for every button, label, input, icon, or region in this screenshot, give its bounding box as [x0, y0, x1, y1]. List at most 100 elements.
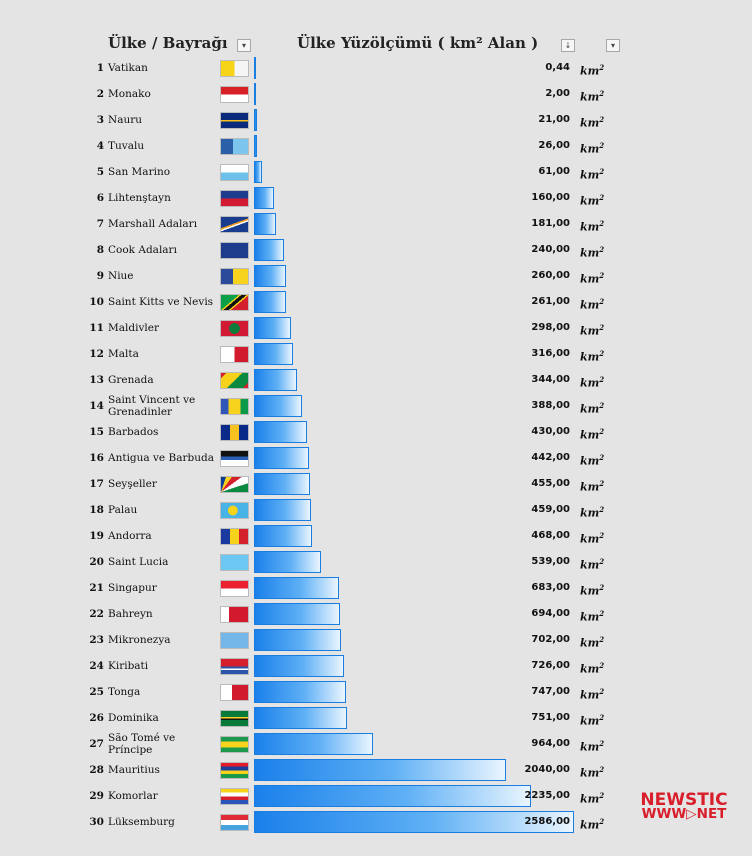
- unit-label: km2: [580, 601, 604, 627]
- rank-label: 14: [89, 400, 104, 412]
- unit-label: km2: [580, 445, 604, 471]
- country-label: Palau: [108, 504, 138, 516]
- singapore-flag: [220, 580, 249, 597]
- country-label: Kiribati: [108, 660, 149, 672]
- country-filter-dropdown-icon[interactable]: ▾: [237, 39, 251, 52]
- unit-exponent: 2: [599, 713, 605, 722]
- unit-base: km: [580, 428, 600, 442]
- bar: [254, 343, 294, 365]
- unit-label: km2: [580, 471, 604, 497]
- chart-row: 8 Cook Adaları 240,00 km2: [0, 237, 752, 263]
- chart-row: 14 Saint Vincent ve Grenadinler 388,00 km2: [0, 393, 752, 419]
- bar: [254, 525, 312, 547]
- bar: [254, 187, 274, 209]
- liechtenstein-flag: [220, 190, 249, 207]
- country-label: Grenada: [108, 374, 154, 386]
- bar: [254, 629, 341, 651]
- chart-row: 22 Bahreyn 694,00 km2: [0, 601, 752, 627]
- rank-label: 10: [89, 296, 104, 308]
- chart-row: 15 Barbados 430,00 km2: [0, 419, 752, 445]
- value-label: 0,44: [545, 62, 570, 73]
- chart-row: 20 Saint Lucia 539,00 km2: [0, 549, 752, 575]
- unit-label: km2: [580, 315, 604, 341]
- unit-base: km: [580, 142, 600, 156]
- unit-exponent: 2: [599, 635, 605, 644]
- monaco-flag: [220, 86, 249, 103]
- bar: [254, 811, 574, 833]
- country-label: Vatikan: [108, 62, 148, 74]
- newstic-logo: NEWSTIC WWW▷NET: [640, 790, 728, 822]
- rank-label: 5: [96, 166, 104, 178]
- country-label: Komorlar: [108, 790, 158, 802]
- rank-label: 24: [89, 660, 104, 672]
- unit-base: km: [580, 532, 600, 546]
- value-label: 61,00: [538, 166, 570, 177]
- unit-base: km: [580, 246, 600, 260]
- country-label: Andorra: [108, 530, 152, 542]
- rank-label: 19: [89, 530, 104, 542]
- unit-label: km2: [580, 809, 604, 835]
- bar: [254, 499, 311, 521]
- bar: [254, 109, 257, 131]
- value-label: 539,00: [531, 556, 570, 567]
- bar: [254, 135, 258, 157]
- value-label: 683,00: [531, 582, 570, 593]
- unit-exponent: 2: [599, 89, 605, 98]
- unit-base: km: [580, 792, 600, 806]
- unit-label: km2: [580, 237, 604, 263]
- unit-exponent: 2: [599, 271, 605, 280]
- unit-base: km: [580, 818, 600, 832]
- chart-row: 26 Dominika 751,00 km2: [0, 705, 752, 731]
- chart-row: 19 Andorra 468,00 km2: [0, 523, 752, 549]
- unit-base: km: [580, 454, 600, 468]
- unit-exponent: 2: [599, 479, 605, 488]
- value-label: 160,00: [531, 192, 570, 203]
- unit-filter-dropdown-icon[interactable]: ▾: [606, 39, 620, 52]
- unit-exponent: 2: [599, 401, 605, 410]
- country-label: Maldivler: [108, 322, 159, 334]
- rank-label: 1: [96, 62, 104, 74]
- rank-label: 7: [96, 218, 104, 230]
- unit-base: km: [580, 584, 600, 598]
- unit-label: km2: [580, 523, 604, 549]
- rank-label: 30: [89, 816, 104, 828]
- value-label: 388,00: [531, 400, 570, 411]
- country-label: Seyşeller: [108, 478, 157, 490]
- unit-exponent: 2: [599, 817, 605, 826]
- bar: [254, 681, 347, 703]
- rank-label: 21: [89, 582, 104, 594]
- bar: [254, 655, 344, 677]
- rank-label: 3: [96, 114, 104, 126]
- bar: [254, 265, 287, 287]
- unit-label: km2: [580, 81, 604, 107]
- country-label: Barbados: [108, 426, 159, 438]
- rank-label: 4: [96, 140, 104, 152]
- palau-flag: [220, 502, 249, 519]
- country-label: Malta: [108, 348, 139, 360]
- country-label: Lihtenştayn: [108, 192, 171, 204]
- value-label: 751,00: [531, 712, 570, 723]
- rank-label: 22: [89, 608, 104, 620]
- chart-row: 5 San Marino 61,00 km2: [0, 159, 752, 185]
- unit-exponent: 2: [599, 583, 605, 592]
- country-label: Bahreyn: [108, 608, 153, 620]
- chart-row: 18 Palau 459,00 km2: [0, 497, 752, 523]
- unit-label: km2: [580, 159, 604, 185]
- bar: [254, 57, 256, 79]
- rank-label: 28: [89, 764, 104, 776]
- unit-exponent: 2: [599, 115, 605, 124]
- unit-base: km: [580, 272, 600, 286]
- chart-row: 1 Vatikan 0,44 km2: [0, 55, 752, 81]
- bar: [254, 603, 340, 625]
- bahrain-flag: [220, 606, 249, 623]
- country-label: Saint Vincent ve Grenadinler: [108, 394, 196, 418]
- value-label: 2,00: [545, 88, 570, 99]
- area-sort-icon[interactable]: ↓: [561, 39, 575, 52]
- value-label: 964,00: [531, 738, 570, 749]
- unit-exponent: 2: [599, 687, 605, 696]
- rank-label: 6: [96, 192, 104, 204]
- country-label: São Tomé ve Príncipe: [108, 732, 176, 756]
- value-label: 261,00: [531, 296, 570, 307]
- rank-label: 9: [96, 270, 104, 282]
- unit-exponent: 2: [599, 323, 605, 332]
